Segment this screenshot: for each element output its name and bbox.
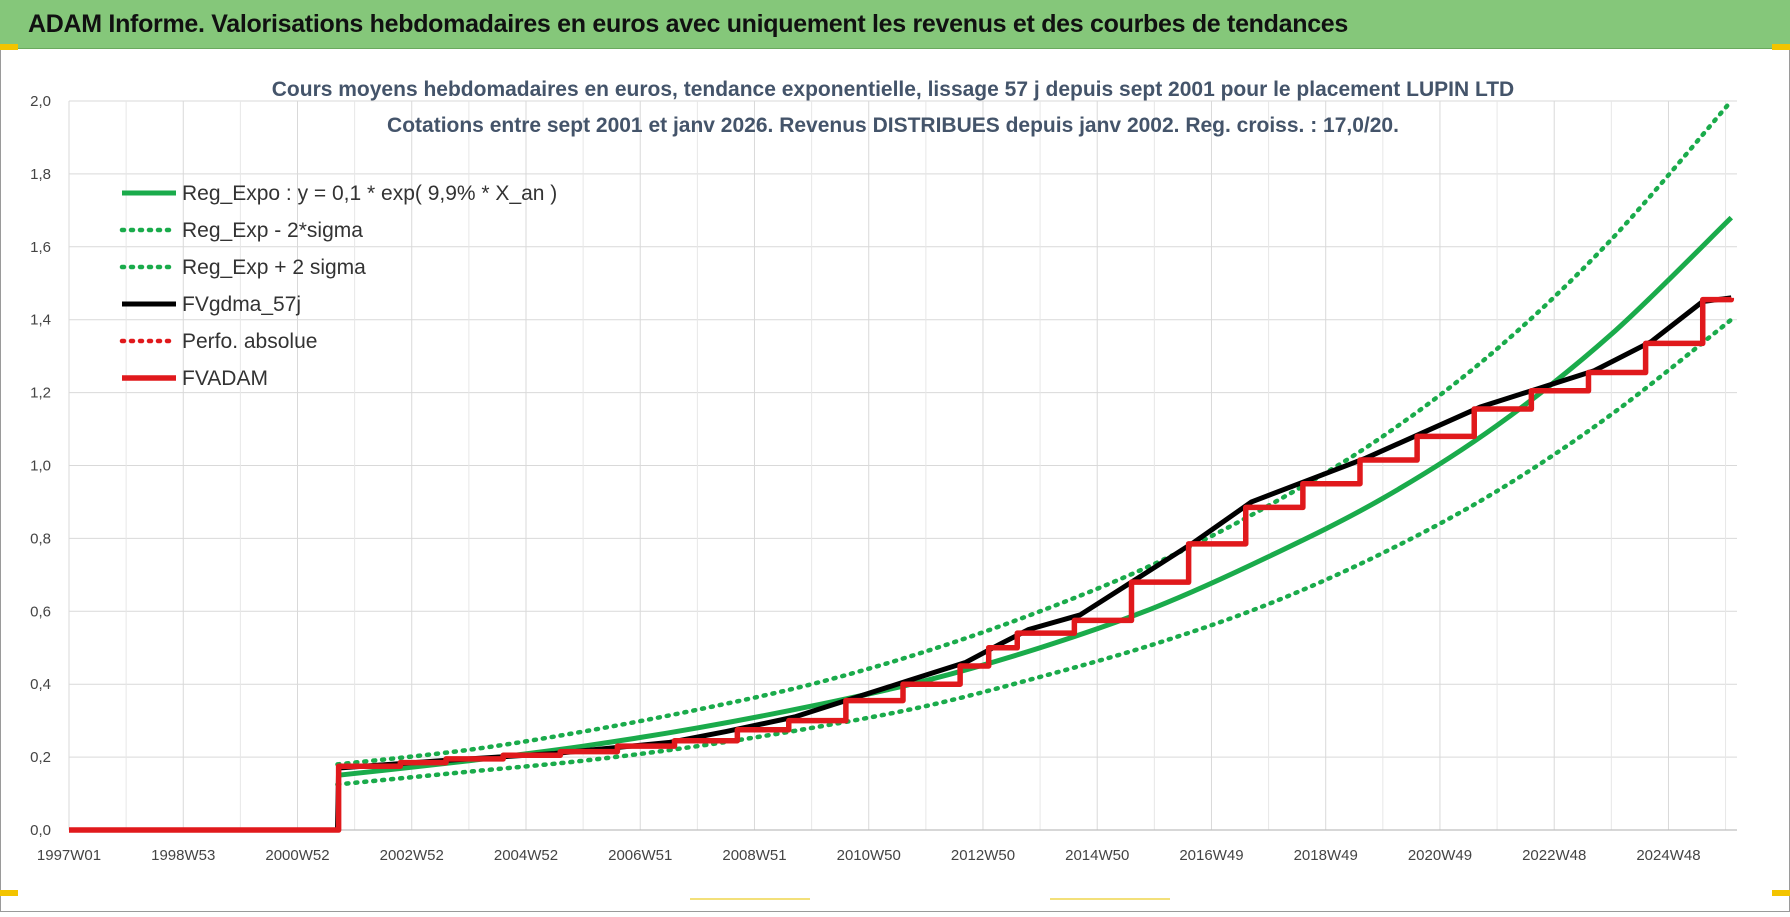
legend-label: FVADAM	[182, 367, 268, 390]
series-line	[335, 317, 1734, 787]
bottom-accent	[690, 898, 810, 900]
chart-title-line-1: Cours moyens hebdomadaires en euros, ten…	[272, 78, 1514, 101]
x-tick-label: 2010W50	[837, 847, 901, 864]
header-banner: ADAM Informe. Valorisations hebdomadaire…	[0, 0, 1790, 49]
x-tick-label: 2018W49	[1294, 847, 1358, 864]
y-tick-label: 0,8	[30, 530, 51, 547]
x-tick-label: 2004W52	[494, 847, 558, 864]
legend: Reg_Expo : y = 0,1 * exp( 9,9% * X_an ) R…	[119, 182, 557, 390]
y-tick-label: 1,8	[30, 166, 51, 183]
series-lines	[69, 98, 1735, 833]
x-tick-label: 1997W01	[37, 847, 101, 864]
corner-marker	[0, 44, 18, 50]
chart-title-line-2: Cotations entre sept 2001 et janv 2026. …	[387, 114, 1399, 137]
y-tick-label: 0,6	[30, 603, 51, 620]
banner-title: ADAM Informe. Valorisations hebdomadaire…	[28, 10, 1349, 38]
bottom-accent	[1050, 898, 1170, 900]
x-tick-label: 1998W53	[151, 847, 215, 864]
y-tick-label: 1,2	[30, 385, 51, 402]
y-tick-label: 0,4	[30, 676, 51, 693]
x-tick-label: 2006W51	[608, 847, 672, 864]
y-tick-label: 1,4	[30, 312, 51, 329]
x-tick-label: 2000W52	[265, 847, 329, 864]
x-tick-label: 2020W49	[1408, 847, 1472, 864]
series-line	[69, 296, 1735, 833]
corner-marker	[1772, 44, 1790, 50]
y-tick-label: 0,0	[30, 822, 51, 839]
y-tick-label: 0,2	[30, 749, 51, 766]
legend-label: Reg_Expo : y = 0,1 * exp( 9,9% * X_an )	[182, 182, 557, 205]
x-tick-label: 2022W48	[1522, 847, 1586, 864]
series-line	[337, 215, 1734, 778]
y-tick-label: 1,6	[30, 239, 51, 256]
legend-label: Perfo. absolue	[182, 330, 317, 353]
corner-marker	[1772, 890, 1790, 896]
legend-label: Reg_Exp - 2*sigma	[182, 219, 363, 242]
chart-title: Cours moyens hebdomadaires en euros, ten…	[272, 78, 1514, 137]
y-tick-label: 1,0	[30, 458, 51, 475]
legend-label: Reg_Exp + 2 sigma	[182, 256, 366, 279]
gridlines	[68, 100, 1737, 830]
x-tick-label: 2016W49	[1179, 847, 1243, 864]
x-tick-label: 2008W51	[722, 847, 786, 864]
corner-marker	[0, 890, 18, 896]
series-line	[69, 295, 1732, 833]
tick-labels: 0,0 0,2 0,4 0,6 0,8 1,0 1,2 1,4 1,6 1,8 2,0 1997W01…	[30, 93, 1700, 864]
legend-label: FVgdma_57j	[182, 293, 301, 316]
x-tick-label: 2024W48	[1636, 847, 1700, 864]
x-tick-label: 2014W50	[1065, 847, 1129, 864]
x-tick-label: 2002W52	[380, 847, 444, 864]
y-tick-label: 2,0	[30, 93, 51, 110]
x-tick-label: 2012W50	[951, 847, 1015, 864]
